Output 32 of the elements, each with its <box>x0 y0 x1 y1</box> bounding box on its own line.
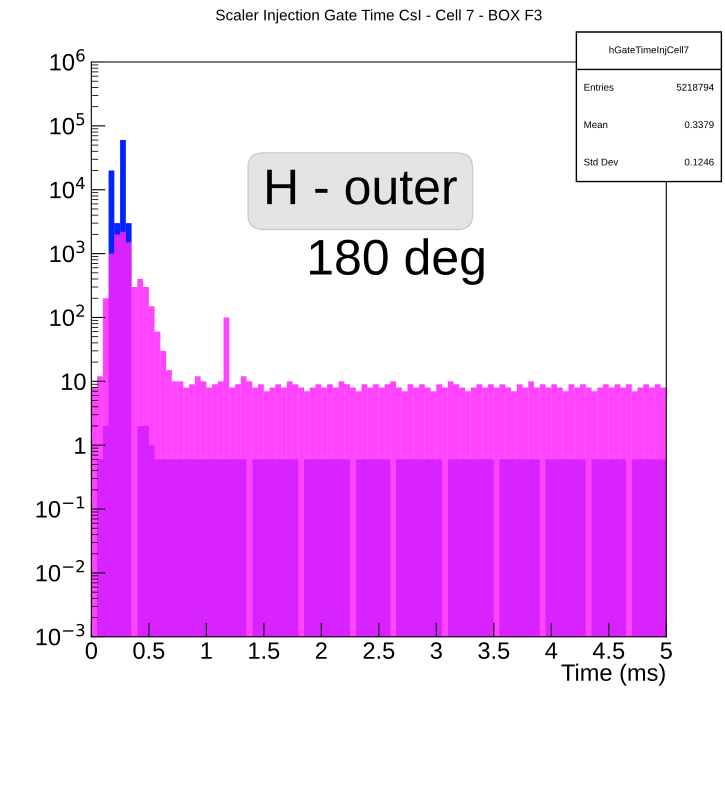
y-tick-label: 10$^{−1}$ <box>36 496 84 518</box>
y-tick-label: 1 <box>75 438 86 454</box>
x-tick-label: 2.5 <box>364 642 394 660</box>
annotation: Entries <box>584 84 614 91</box>
annotation: Std Dev <box>584 158 618 166</box>
x-tick-label: 3 <box>430 642 442 660</box>
text: 5218794 <box>676 84 714 91</box>
text: 0.1246 <box>684 158 714 166</box>
x-axis-title: Time (ms) <box>561 664 665 686</box>
x-tick-label: 5 <box>660 642 672 660</box>
y-tick-label: 10 <box>62 373 86 390</box>
x-tick-label: 4.5 <box>592 642 624 660</box>
y-tick-label: 10$^{−3}$ <box>36 624 84 646</box>
annotation: H - outer <box>267 170 457 205</box>
x-tick-label: 2 <box>316 642 327 659</box>
x-tick-label: 4 <box>545 642 558 659</box>
y-tick-label: 10$^{2}$ <box>50 304 84 326</box>
y-tick-label: 10$^{4}$ <box>50 177 85 198</box>
annotation: Mean <box>584 121 608 128</box>
annotation: 180 deg <box>310 238 484 285</box>
y-tick-label: 10$^{6}$ <box>50 49 85 71</box>
x-tick-label: 0.5 <box>133 642 164 660</box>
x-tick-label: 0 <box>86 642 97 660</box>
text: 0.3379 <box>684 121 714 128</box>
x-tick-label: 1 <box>202 642 212 659</box>
x-tick-label: 3.5 <box>478 642 510 660</box>
text: hGateTimeInjCell7 <box>609 46 688 56</box>
y-tick-label: 10$^{3}$ <box>50 240 84 262</box>
y-tick-label: 10$^{5}$ <box>50 113 84 134</box>
chart-title: Scaler Injection Gate Time CsI - Cell 7 - BOX F3 <box>216 9 542 24</box>
x-tick-label: 1.5 <box>249 642 280 660</box>
y-tick-label: 10$^{−2}$ <box>36 560 84 582</box>
